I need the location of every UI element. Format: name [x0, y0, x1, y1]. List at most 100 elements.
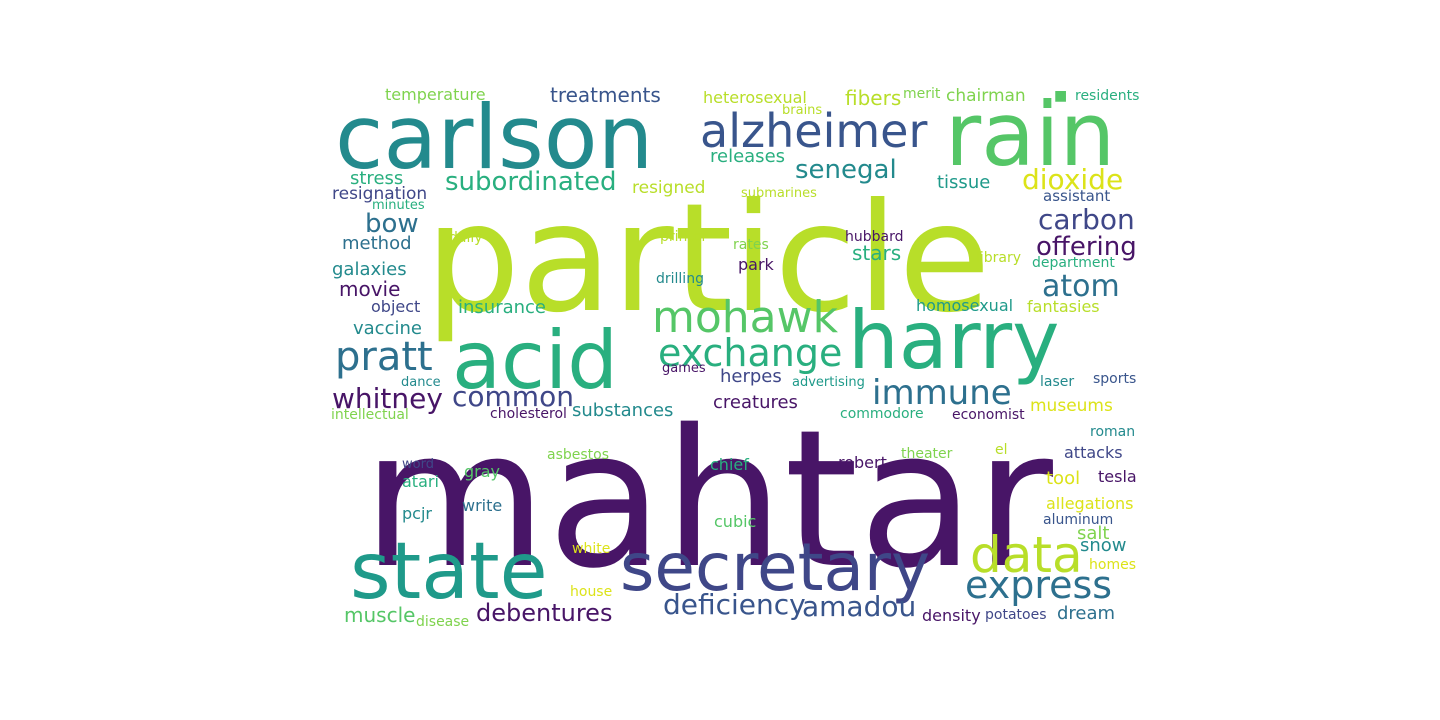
- cloud-word: daily: [449, 230, 483, 246]
- cloud-word: chief: [710, 455, 749, 474]
- cloud-word: attacks: [1064, 443, 1123, 462]
- cloud-word: carbon: [1038, 203, 1135, 236]
- cloud-word: word: [402, 457, 434, 472]
- cloud-word: secretary: [620, 529, 930, 606]
- cloud-word: snow: [1080, 535, 1127, 556]
- cloud-word: data: [970, 526, 1083, 584]
- cloud-word: alzheimer: [700, 104, 927, 158]
- cloud-word: printer: [660, 229, 708, 245]
- cloud-word: chairman: [946, 86, 1026, 106]
- cloud-word: dioxide: [1022, 163, 1123, 196]
- cloud-word: homes: [1089, 557, 1136, 573]
- cloud-word: object: [371, 297, 420, 316]
- cloud-word: common: [452, 380, 574, 413]
- cloud-word: temperature: [385, 85, 486, 104]
- cloud-word: allegations: [1046, 494, 1133, 513]
- cloud-word: drilling: [656, 271, 704, 287]
- cloud-word: asbestos: [547, 447, 609, 463]
- cloud-word: dance: [401, 375, 441, 390]
- cloud-word: offering: [1036, 232, 1137, 262]
- cloud-word: stars: [852, 241, 901, 265]
- cloud-word: fibers: [845, 86, 901, 110]
- cloud-word: rates: [733, 237, 769, 253]
- cloud-word: mahtar: [362, 389, 1054, 610]
- cloud-word: acid: [452, 314, 618, 407]
- cloud-word: senegal: [795, 155, 897, 185]
- cloud-word: movie: [339, 277, 400, 301]
- cloud-word: brains: [782, 103, 822, 118]
- cloud-word: salt: [1077, 523, 1109, 544]
- cloud-word: laser: [1040, 374, 1074, 390]
- cloud-word: exchange: [658, 331, 842, 375]
- cloud-word: hubbard: [845, 229, 904, 245]
- cloud-word: bow: [365, 209, 419, 239]
- cloud-word: write: [462, 496, 502, 515]
- cloud-word: density: [922, 606, 981, 625]
- cloud-word: substances: [572, 400, 673, 421]
- cloud-word: advertising: [792, 375, 865, 390]
- cloud-word: submarines: [741, 186, 817, 201]
- cloud-word: herpes: [720, 366, 782, 387]
- cloud-word: immune: [872, 373, 1012, 413]
- cloud-word: carlson: [335, 86, 653, 189]
- cloud-word: vaccine: [353, 318, 422, 339]
- cloud-word: aluminum: [1043, 512, 1113, 528]
- cloud-word: state: [350, 527, 548, 617]
- cloud-word: minutes: [372, 198, 425, 213]
- cloud-word: stress: [350, 168, 403, 189]
- cloud-word: deficiency: [663, 588, 806, 621]
- cloud-word: assistant: [1043, 187, 1110, 205]
- cloud-word: gray: [464, 462, 500, 481]
- cloud-word: releases: [710, 146, 785, 167]
- cloud-word: white: [572, 541, 610, 557]
- cloud-word: amadou: [802, 590, 916, 623]
- cloud-word: ■: [1054, 88, 1067, 104]
- cloud-word: rain: [945, 83, 1115, 186]
- cloud-word: intellectual: [331, 407, 409, 423]
- cloud-word: harry: [848, 294, 1059, 387]
- cloud-word: commodore: [840, 406, 924, 422]
- cloud-word: library: [976, 250, 1021, 266]
- cloud-word: subordinated: [445, 167, 617, 197]
- cloud-word: disease: [416, 614, 469, 630]
- cloud-word: atari: [402, 472, 439, 491]
- cloud-word: pratt: [335, 334, 433, 380]
- cloud-word: whitney: [332, 382, 443, 415]
- cloud-word: treatments: [550, 83, 661, 107]
- cloud-word: department: [1032, 255, 1115, 271]
- cloud-word: resignation: [332, 184, 427, 204]
- cloud-word: park: [738, 255, 775, 274]
- cloud-word: method: [342, 233, 412, 254]
- cloud-word: merit: [903, 86, 941, 102]
- cloud-word: dream: [1057, 603, 1115, 624]
- cloud-word: potatoes: [985, 607, 1046, 623]
- cloud-word: heterosexual: [703, 88, 807, 107]
- cloud-word: tool: [1046, 468, 1080, 489]
- cloud-word: theater: [901, 446, 953, 462]
- cloud-word: sports: [1093, 371, 1136, 387]
- cloud-word: creatures: [713, 392, 798, 413]
- cloud-word: pcjr: [402, 504, 432, 523]
- cloud-word: games: [662, 361, 706, 376]
- cloud-word: cholesterol: [490, 406, 567, 422]
- cloud-word: insurance: [458, 297, 546, 318]
- cloud-word: muscle: [344, 603, 415, 627]
- cloud-word: robert: [838, 453, 887, 472]
- cloud-word: atom: [1042, 269, 1120, 304]
- cloud-word: house: [570, 584, 612, 600]
- cloud-word: museums: [1030, 396, 1113, 416]
- cloud-word: resigned: [632, 178, 705, 198]
- cloud-word: residents: [1075, 88, 1139, 104]
- cloud-word: debentures: [476, 599, 612, 627]
- cloud-word: galaxies: [332, 259, 407, 280]
- cloud-word: el: [995, 442, 1008, 458]
- cloud-word: tesla: [1098, 467, 1137, 486]
- cloud-word: tissue: [937, 172, 990, 193]
- cloud-word: fantasies: [1027, 297, 1100, 316]
- cloud-word: express: [965, 563, 1112, 607]
- cloud-word: particle: [425, 172, 991, 346]
- cloud-word: roman: [1090, 424, 1135, 440]
- cloud-word: homosexual: [916, 296, 1013, 315]
- cloud-word: mohawk: [652, 292, 839, 343]
